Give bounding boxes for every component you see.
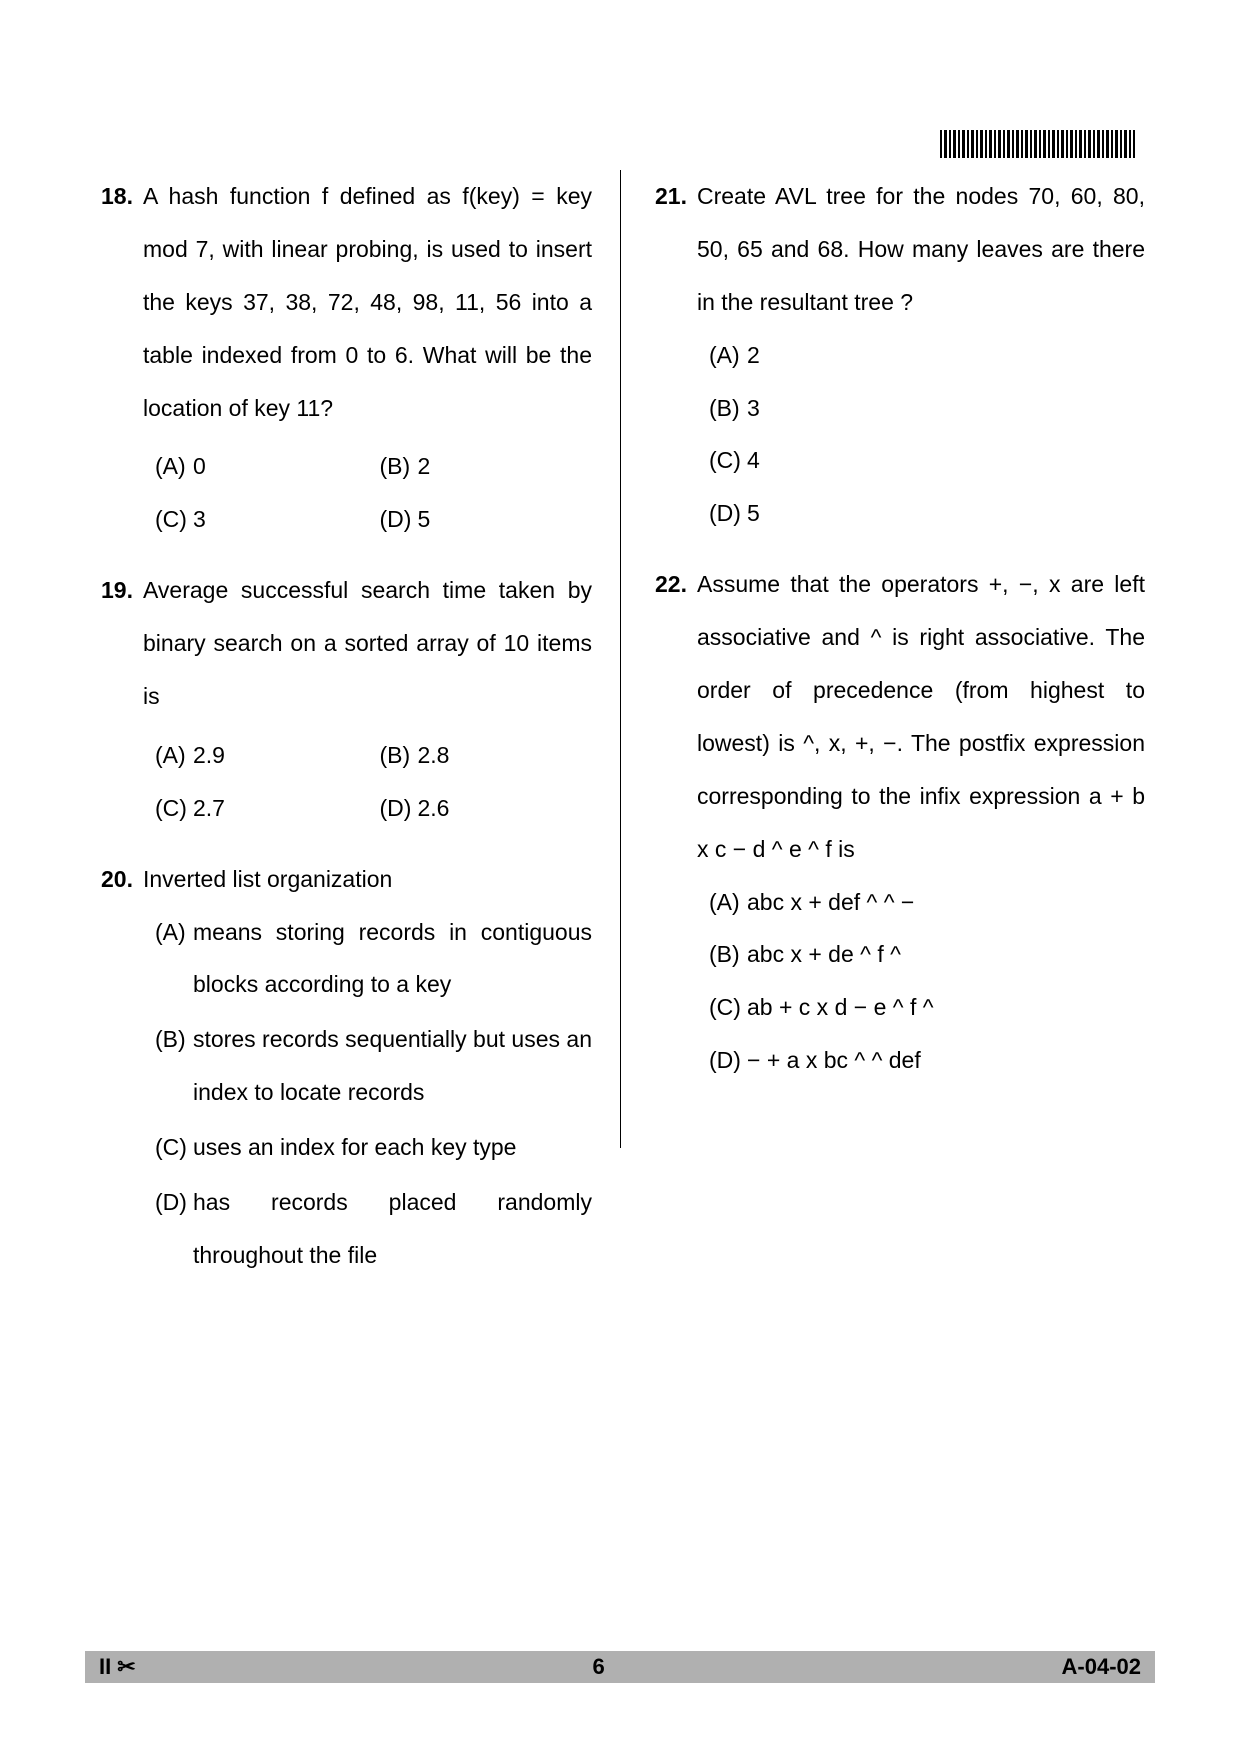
option-label: (A) — [155, 440, 193, 493]
option-label: (D) — [380, 782, 418, 835]
question-text: Create AVL tree for the nodes 70, 60, 80… — [697, 183, 1145, 315]
option-b: (B)stores records sequentially but uses … — [143, 1013, 592, 1119]
barcode — [940, 130, 1135, 158]
options-stack: (A)means storing records in contiguous b… — [143, 906, 592, 1282]
question-text: A hash function f defined as f(key) = ke… — [143, 183, 592, 421]
option-text: 2.6 — [418, 782, 593, 835]
option-text: abc x + de ^ f ^ — [747, 928, 1145, 981]
option-text: has records placed randomly throughout t… — [193, 1176, 592, 1282]
option-text: stores records sequentially but uses an … — [193, 1013, 592, 1119]
page-footer: II ✂ 6 A-04-02 — [85, 1651, 1155, 1683]
option-text: ab + c x d − e ^ f ^ — [747, 981, 1145, 1034]
question-number: 21. — [649, 170, 697, 540]
option-label: (D) — [709, 1034, 747, 1087]
option-label: (D) — [155, 1176, 193, 1282]
scissors-icon: ✂ — [117, 1656, 135, 1678]
option-c: (C)uses an index for each key type — [143, 1121, 592, 1174]
question-18: 18. A hash function f defined as f(key) … — [95, 170, 592, 546]
option-a: (A)means storing records in contiguous b… — [143, 906, 592, 1012]
question-number: 18. — [95, 170, 143, 546]
option-label: (C) — [155, 493, 193, 546]
option-d: (D)5 — [368, 493, 593, 546]
option-c: (C)ab + c x d − e ^ f ^ — [697, 981, 1145, 1034]
option-label: (B) — [709, 382, 747, 435]
option-text: 3 — [747, 382, 1145, 435]
question-body: Assume that the operators +, −, x are le… — [697, 558, 1145, 1087]
option-label: (C) — [709, 981, 747, 1034]
option-b: (B)3 — [697, 382, 1145, 435]
option-text: 4 — [747, 434, 1145, 487]
question-22: 22. Assume that the operators +, −, x ar… — [649, 558, 1145, 1087]
option-label: (A) — [709, 329, 747, 382]
question-number: 20. — [95, 853, 143, 1284]
option-text: 2 — [418, 440, 593, 493]
option-d: (D)2.6 — [368, 782, 593, 835]
option-b: (B)2.8 — [368, 729, 593, 782]
option-d: (D)5 — [697, 487, 1145, 540]
options-vertical: (A)abc x + def ^ ^ − (B)abc x + de ^ f ^… — [697, 876, 1145, 1088]
option-label: (A) — [155, 906, 193, 1012]
option-text: 3 — [193, 493, 368, 546]
option-d: (D)− + a x bc ^ ^ def — [697, 1034, 1145, 1087]
question-text: Inverted list organization — [143, 866, 392, 892]
option-label: (A) — [709, 876, 747, 929]
footer-roman: II — [99, 1654, 111, 1680]
option-text: 2.7 — [193, 782, 368, 835]
option-label: (B) — [380, 729, 418, 782]
option-a: (A)2 — [697, 329, 1145, 382]
option-a: (A)2.9 — [143, 729, 368, 782]
option-label: (B) — [155, 1013, 193, 1119]
option-text: abc x + def ^ ^ − — [747, 876, 1145, 929]
question-body: A hash function f defined as f(key) = ke… — [143, 170, 592, 546]
option-a: (A)0 — [143, 440, 368, 493]
page-number: 6 — [592, 1654, 604, 1680]
question-number: 22. — [649, 558, 697, 1087]
option-c: (C)3 — [143, 493, 368, 546]
question-body: Average successful search time taken by … — [143, 564, 592, 834]
option-b: (B)abc x + de ^ f ^ — [697, 928, 1145, 981]
question-body: Create AVL tree for the nodes 70, 60, 80… — [697, 170, 1145, 540]
option-label: (A) — [155, 729, 193, 782]
option-label: (D) — [709, 487, 747, 540]
columns-container: 18. A hash function f defined as f(key) … — [95, 170, 1145, 1148]
options-grid: (A)2.9 (B)2.8 (C)2.7 (D)2.6 — [143, 729, 592, 835]
option-text: 2 — [747, 329, 1145, 382]
option-a: (A)abc x + def ^ ^ − — [697, 876, 1145, 929]
option-label: (C) — [155, 782, 193, 835]
question-number: 19. — [95, 564, 143, 834]
question-text: Assume that the operators +, −, x are le… — [697, 571, 1145, 861]
option-text: − + a x bc ^ ^ def — [747, 1034, 1145, 1087]
option-text: uses an index for each key type — [193, 1121, 592, 1174]
option-label: (B) — [380, 440, 418, 493]
question-text: Average successful search time taken by … — [143, 577, 592, 709]
option-text: 0 — [193, 440, 368, 493]
option-text: 5 — [747, 487, 1145, 540]
option-text: 2.9 — [193, 729, 368, 782]
left-column: 18. A hash function f defined as f(key) … — [95, 170, 620, 1148]
option-label: (B) — [709, 928, 747, 981]
option-label: (C) — [709, 434, 747, 487]
page-container: 18. A hash function f defined as f(key) … — [0, 0, 1240, 1754]
option-label: (C) — [155, 1121, 193, 1174]
question-19: 19. Average successful search time taken… — [95, 564, 592, 834]
question-21: 21. Create AVL tree for the nodes 70, 60… — [649, 170, 1145, 540]
option-text: 5 — [418, 493, 593, 546]
option-d: (D)has records placed randomly throughou… — [143, 1176, 592, 1282]
right-column: 21. Create AVL tree for the nodes 70, 60… — [620, 170, 1145, 1148]
option-text: means storing records in contiguous bloc… — [193, 906, 592, 1012]
question-body: Inverted list organization (A)means stor… — [143, 853, 592, 1284]
question-20: 20. Inverted list organization (A)means … — [95, 853, 592, 1284]
option-c: (C)2.7 — [143, 782, 368, 835]
option-c: (C)4 — [697, 434, 1145, 487]
paper-code: A-04-02 — [1062, 1654, 1141, 1680]
options-grid: (A)0 (B)2 (C)3 (D)5 — [143, 440, 592, 546]
footer-left: II ✂ — [99, 1654, 136, 1680]
option-text: 2.8 — [418, 729, 593, 782]
options-vertical: (A)2 (B)3 (C)4 (D)5 — [697, 329, 1145, 541]
option-label: (D) — [380, 493, 418, 546]
option-b: (B)2 — [368, 440, 593, 493]
